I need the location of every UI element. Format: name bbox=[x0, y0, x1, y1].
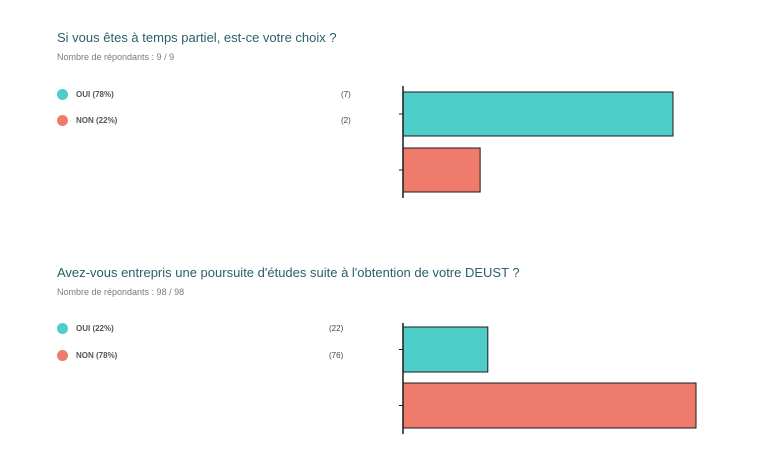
legend-count: (7) bbox=[341, 90, 351, 99]
respondent-count: Nombre de répondants : 9 / 9 bbox=[57, 52, 175, 62]
legend-count: (2) bbox=[341, 116, 351, 125]
legend-count: (76) bbox=[329, 351, 344, 360]
bar-chart-part-time bbox=[399, 86, 674, 198]
question-title: Si vous êtes à temps partiel, est-ce vot… bbox=[57, 30, 337, 45]
bar-chart-further-studies bbox=[399, 323, 697, 434]
bar-non bbox=[402, 147, 481, 193]
bar-oui bbox=[402, 326, 489, 373]
bar-oui bbox=[402, 91, 674, 137]
respondent-count: Nombre de répondants : 98 / 98 bbox=[57, 287, 185, 297]
legend-label: OUI (22%) bbox=[76, 324, 114, 333]
bar-non bbox=[402, 382, 697, 429]
legend-label: NON (22%) bbox=[76, 116, 118, 125]
legend-dot-icon bbox=[57, 323, 68, 334]
question-title: Avez-vous entrepris une poursuite d'étud… bbox=[57, 265, 520, 280]
legend-label: OUI (78%) bbox=[76, 90, 114, 99]
legend-dot-icon bbox=[57, 350, 68, 361]
legend-count: (22) bbox=[329, 324, 344, 333]
legend-label: NON (78%) bbox=[76, 351, 118, 360]
legend-dot-icon bbox=[57, 115, 68, 126]
legend-dot-icon bbox=[57, 89, 68, 100]
